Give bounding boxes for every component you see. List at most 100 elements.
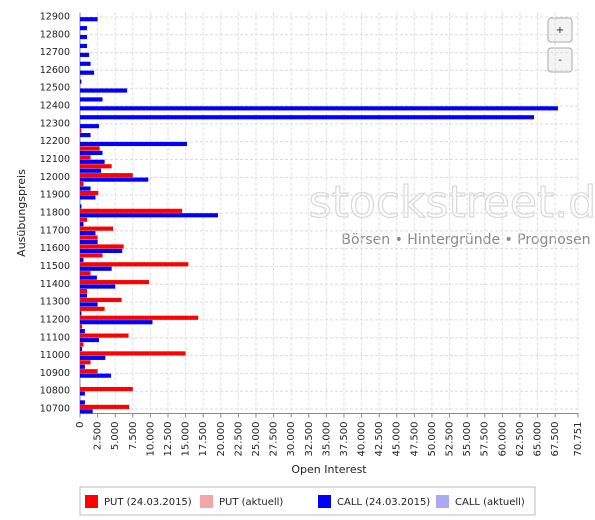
- bar: [80, 168, 102, 173]
- bar: [80, 342, 84, 347]
- zoom-out-button[interactable]: [547, 47, 573, 73]
- bar: [80, 217, 88, 222]
- x-tick-label: 60.000: [497, 422, 508, 457]
- x-tick-label: 12.500: [163, 422, 174, 457]
- bar: [80, 324, 83, 329]
- bar: [80, 355, 106, 360]
- y-tick-label: 12200: [40, 136, 70, 147]
- bar: [80, 400, 85, 405]
- bar: [80, 333, 129, 338]
- y-tick-label: 11700: [40, 225, 70, 236]
- legend-label: CALL (aktuell): [455, 497, 525, 508]
- bar: [80, 409, 93, 414]
- bar: [80, 293, 88, 298]
- y-tick-label: 12000: [40, 172, 70, 183]
- x-tick-label: 55.000: [462, 422, 473, 457]
- x-tick-label: 17.500: [198, 422, 209, 457]
- watermark-title: stockstreet.de: [309, 177, 595, 228]
- bar: [80, 266, 112, 271]
- y-axis-title: Ausübungspreis: [15, 169, 28, 257]
- bar: [80, 315, 199, 320]
- x-tick-label: 47.500: [409, 422, 420, 457]
- legend-label: PUT (24.03.2015): [104, 497, 192, 508]
- x-tick-label: 5.000: [110, 422, 121, 451]
- x-tick-label: 45.000: [392, 422, 403, 457]
- bar: [80, 155, 91, 160]
- bar: [80, 320, 153, 325]
- watermark-tagline: Börsen • Hintergründe • Prognosen: [341, 232, 590, 248]
- bar: [80, 88, 128, 93]
- bar: [80, 43, 88, 49]
- x-tick-label: 57.500: [480, 422, 491, 457]
- x-tick-label: 52.500: [445, 422, 456, 457]
- legend-swatch: [200, 495, 213, 508]
- bar: [80, 391, 85, 396]
- x-tick-label: 10.000: [145, 422, 156, 457]
- legend-swatch: [85, 495, 98, 508]
- y-tick-label: 12300: [40, 118, 70, 129]
- legend-swatch: [318, 495, 331, 508]
- bar: [80, 297, 122, 303]
- bar: [80, 133, 91, 138]
- y-tick-label: 12100: [40, 154, 70, 165]
- y-tick-label: 11500: [40, 261, 70, 272]
- x-tick-label: 62.500: [515, 422, 526, 457]
- bar: [80, 275, 97, 280]
- y-tick-label: 12900: [40, 11, 70, 22]
- x-tick-label: 35.000: [321, 422, 332, 457]
- x-tick-label: 42.500: [374, 422, 385, 457]
- bar: [80, 231, 96, 236]
- bar: [80, 373, 111, 378]
- y-tick-label: 11800: [40, 208, 70, 219]
- bar: [80, 17, 98, 22]
- x-tick-label: 40.000: [357, 422, 368, 457]
- bar: [80, 115, 535, 120]
- bar: [80, 288, 88, 294]
- bar: [80, 257, 84, 262]
- bar: [80, 52, 90, 57]
- x-tick-label: 65.000: [533, 422, 544, 457]
- bar: [80, 306, 105, 311]
- x-tick-label: 22.500: [233, 422, 244, 457]
- x-axis-title: Open Interest: [291, 463, 367, 476]
- bar: [80, 284, 116, 289]
- bar: [80, 124, 100, 129]
- bar: [80, 164, 112, 169]
- y-tick-label: 12600: [40, 65, 70, 76]
- x-tick-label: 20.000: [216, 422, 227, 457]
- bar: [80, 141, 187, 147]
- legend-swatch: [436, 495, 449, 508]
- x-tick-label: 37.500: [339, 422, 350, 457]
- bar: [80, 222, 84, 227]
- bar: [80, 271, 91, 276]
- x-tick-label: 0: [75, 422, 86, 428]
- bar: [80, 26, 88, 31]
- bar: [80, 351, 186, 356]
- y-tick-label: 11100: [40, 332, 70, 343]
- y-tick-label: 11300: [40, 297, 70, 308]
- bar: [80, 208, 183, 213]
- x-tick-label: 70.751: [573, 422, 584, 457]
- bar: [80, 146, 100, 151]
- zoom-in-button[interactable]: [547, 17, 573, 43]
- x-tick-label: 32.500: [304, 422, 315, 457]
- x-tick-label: 27.500: [269, 422, 280, 457]
- bar: [80, 248, 123, 253]
- bar: [80, 34, 88, 40]
- zoom-out-label[interactable]: -: [558, 55, 562, 66]
- zoom-in-label[interactable]: +: [556, 25, 564, 36]
- y-tick-label: 12400: [40, 101, 70, 112]
- y-tick-label: 10800: [40, 386, 70, 397]
- bar: [80, 190, 99, 196]
- bar: [80, 97, 103, 102]
- bar: [80, 239, 98, 245]
- y-tick-label: 12700: [40, 47, 70, 58]
- bar: [80, 337, 100, 343]
- bar: [80, 235, 98, 240]
- bar: [80, 177, 149, 182]
- bar: [80, 106, 558, 111]
- bar: [80, 302, 98, 307]
- bar: [80, 128, 82, 133]
- bar: [80, 369, 98, 374]
- bar: [80, 404, 130, 409]
